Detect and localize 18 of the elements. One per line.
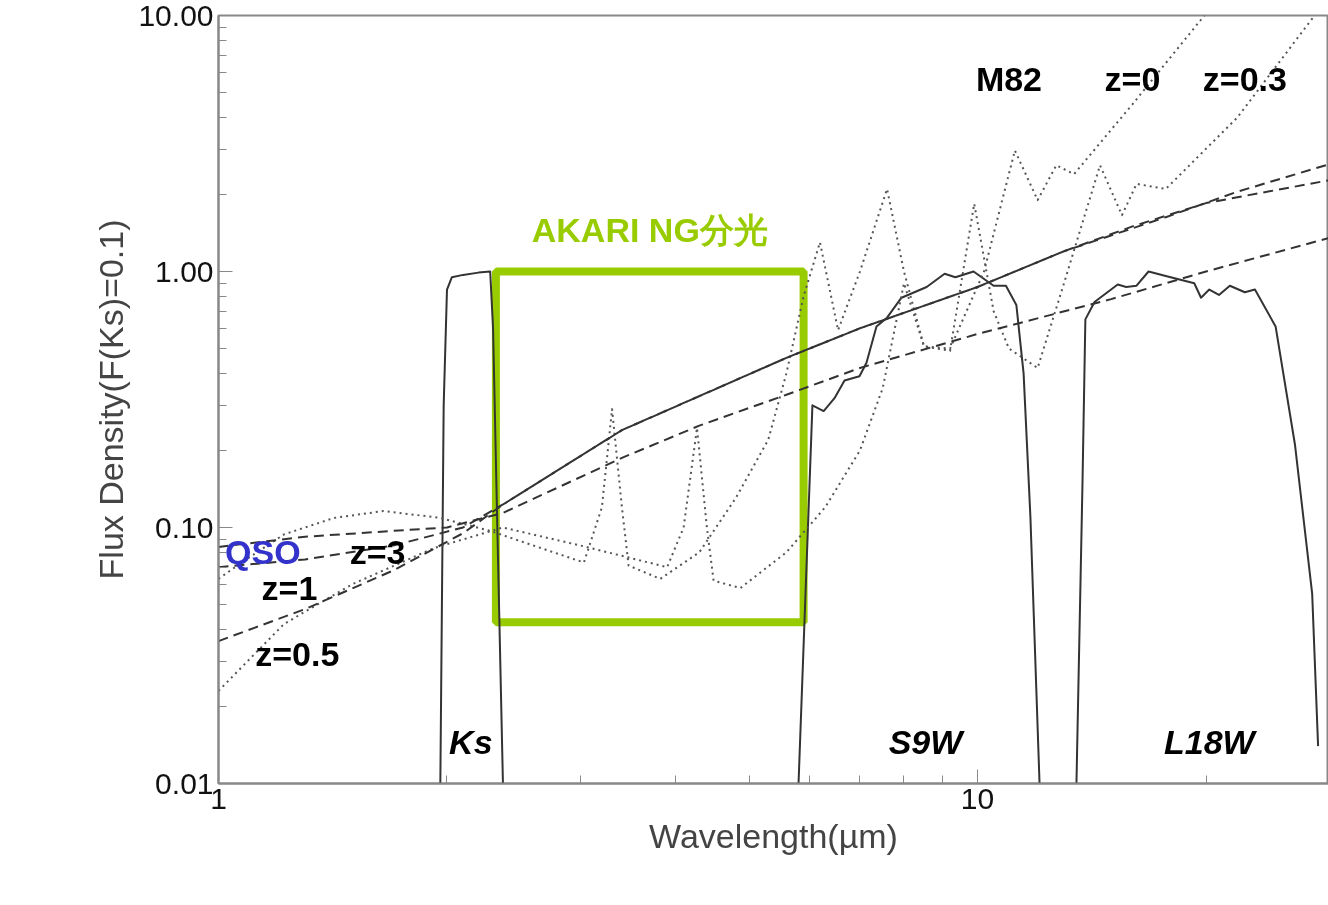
series-label: z=3 — [349, 533, 406, 572]
annotation: M82 — [975, 59, 1043, 98]
text: S9W — [888, 723, 966, 762]
y-tick-label: 0.01 — [155, 766, 214, 800]
annotation: AKARI NG分光 — [531, 211, 768, 250]
series-label: z=0.5 — [255, 635, 340, 674]
series-label: z=0 — [1104, 59, 1161, 98]
series-label: z=0.3 — [1202, 59, 1287, 98]
y-tick-label: 10.00 — [138, 0, 214, 32]
y-tick-label: 1.00 — [155, 254, 214, 288]
y-tick-label: 0.10 — [155, 510, 214, 544]
series-label: Ks — [449, 723, 493, 762]
x-axis-title: Wavelength(µm) — [649, 816, 898, 855]
y-axis-title: Flux Density(F(Ks)=0.1) — [92, 219, 131, 580]
series-label: z=1 — [261, 569, 318, 608]
series-label: L18W — [1163, 723, 1258, 762]
annotation: QSO — [225, 533, 301, 572]
x-tick-label: 10 — [960, 781, 995, 815]
